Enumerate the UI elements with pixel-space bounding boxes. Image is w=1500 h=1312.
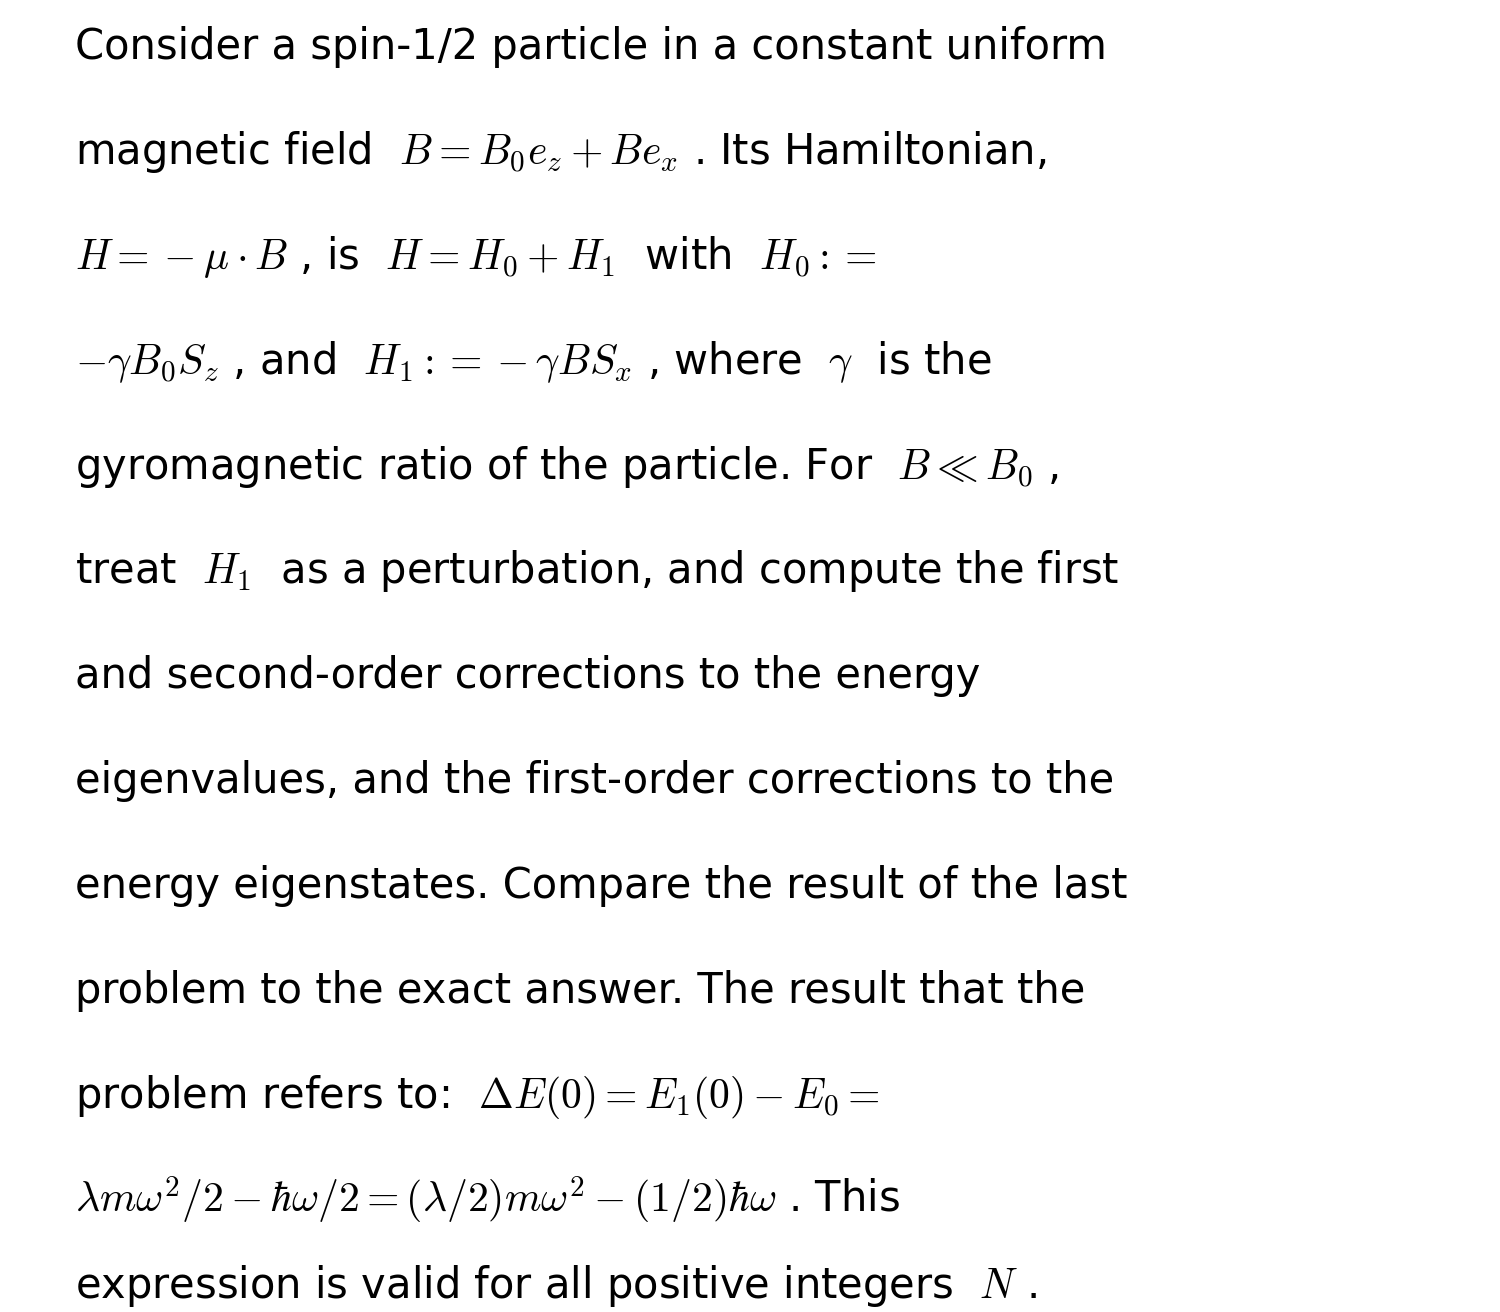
Text: treat  $H_1$  as a perturbation, and compute the first: treat $H_1$ as a perturbation, and compu… — [75, 548, 1119, 594]
Text: magnetic field  $B = B_0 e_z + Be_x$ . Its Hamiltonian,: magnetic field $B = B_0 e_z + Be_x$ . It… — [75, 129, 1047, 174]
Text: problem to the exact answer. The result that the: problem to the exact answer. The result … — [75, 970, 1086, 1012]
Text: $\lambda m\omega^2/2 - \hbar\omega/2 = (\lambda/2)m\omega^2 - (1/2)\hbar\omega$ : $\lambda m\omega^2/2 - \hbar\omega/2 = (… — [75, 1174, 900, 1227]
Text: Consider a spin-1/2 particle in a constant uniform: Consider a spin-1/2 particle in a consta… — [75, 26, 1107, 68]
Text: $H = -\mu \cdot B$ , is  $H = H_0 + H_1$  with  $H_0 :=$: $H = -\mu \cdot B$ , is $H = H_0 + H_1$ … — [75, 234, 877, 279]
Text: gyromagnetic ratio of the particle. For  $B \ll B_0$ ,: gyromagnetic ratio of the particle. For … — [75, 443, 1059, 489]
Text: expression is valid for all positive integers  $N$ .: expression is valid for all positive int… — [75, 1263, 1038, 1309]
Text: problem refers to:  $\Delta E(0) = E_1(0) - E_0 =$: problem refers to: $\Delta E(0) = E_1(0)… — [75, 1073, 880, 1120]
Text: eigenvalues, and the first-order corrections to the: eigenvalues, and the first-order correct… — [75, 760, 1114, 802]
Text: and second-order corrections to the energy: and second-order corrections to the ener… — [75, 655, 981, 698]
Text: $-\gamma B_0 S_z$ , and  $H_1 := -\gamma B S_x$ , where  $\gamma$  is the: $-\gamma B_0 S_z$ , and $H_1 := -\gamma … — [75, 338, 992, 384]
Text: energy eigenstates. Compare the result of the last: energy eigenstates. Compare the result o… — [75, 865, 1128, 907]
